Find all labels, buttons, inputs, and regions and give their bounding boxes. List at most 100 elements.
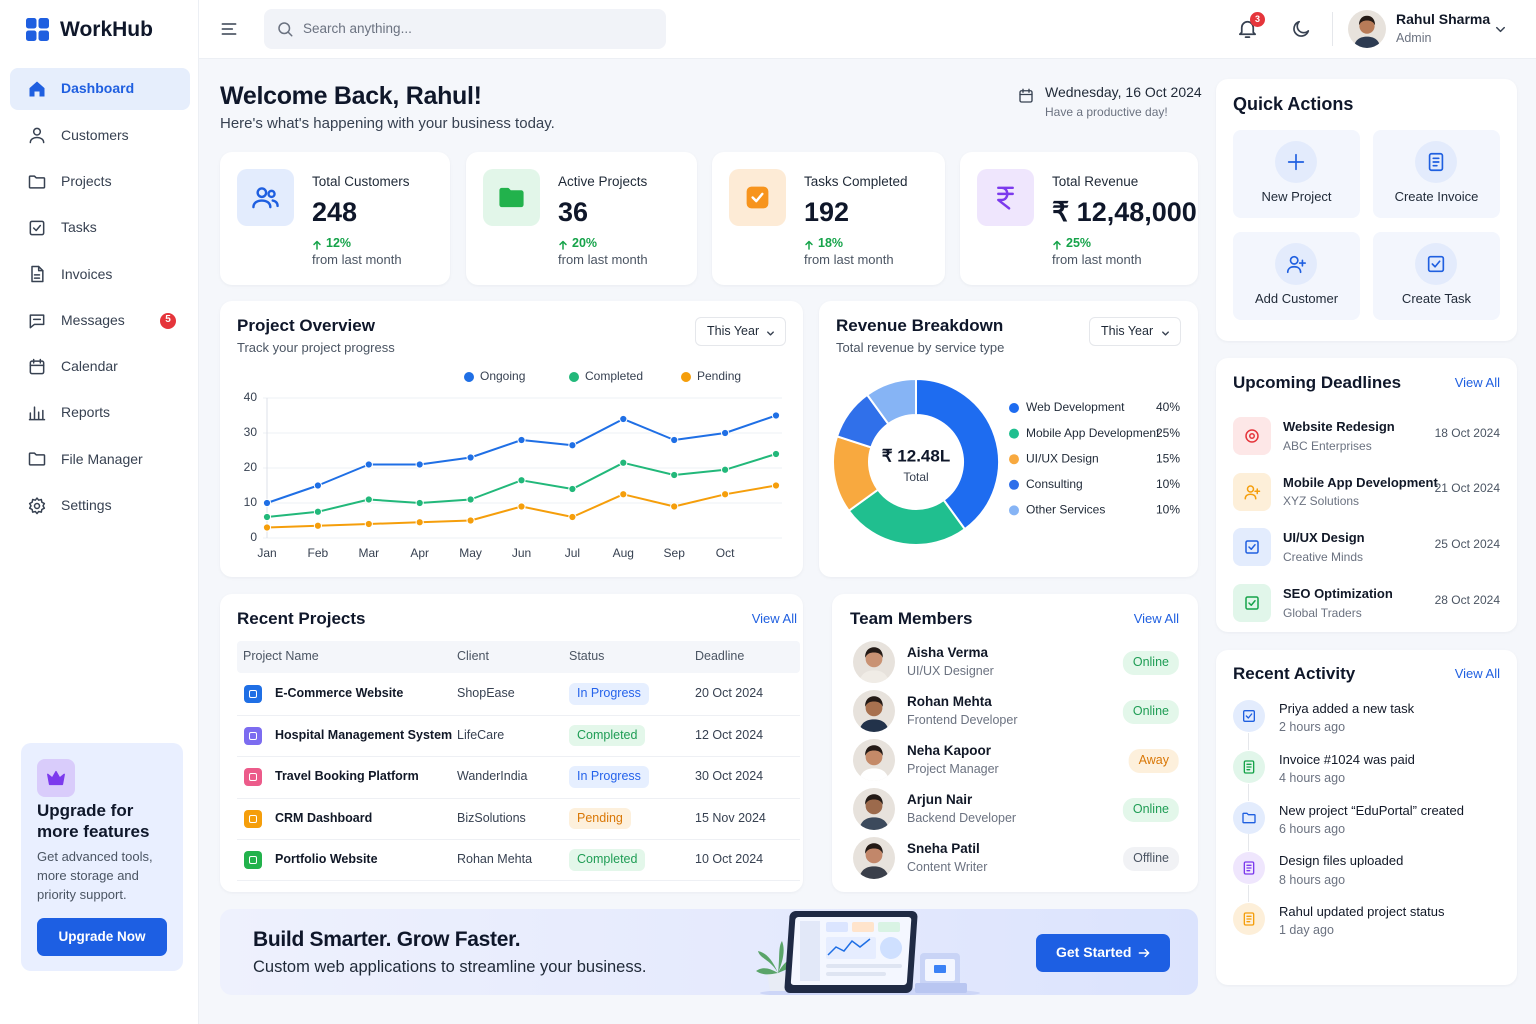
chart-subtitle: Track your project progress bbox=[237, 339, 395, 355]
quick-action[interactable]: Create Invoice bbox=[1373, 130, 1500, 218]
member-name: Rohan Mehta bbox=[907, 693, 992, 709]
nav-icon bbox=[27, 496, 47, 516]
stat-change: 25% bbox=[1066, 236, 1092, 251]
nav-badge-count: 5 bbox=[165, 314, 171, 326]
view-all-link[interactable]: View All bbox=[751, 610, 797, 626]
quick-action[interactable]: Add Customer bbox=[1233, 232, 1360, 320]
user-name[interactable]: Rahul Sharma bbox=[1396, 11, 1491, 28]
project-client: ShopEase bbox=[457, 686, 515, 701]
icon-part bbox=[1427, 255, 1445, 273]
icon-part bbox=[1244, 487, 1261, 500]
row-divider bbox=[237, 797, 800, 799]
icon-part bbox=[26, 18, 49, 41]
upgrade-button[interactable]: Upgrade Now bbox=[37, 918, 167, 956]
avatar bbox=[853, 739, 895, 781]
icon-part bbox=[32, 224, 42, 232]
member-status: Away bbox=[1128, 749, 1179, 773]
view-all-link[interactable]: View All bbox=[1454, 374, 1500, 390]
deadline-date: 18 Oct 2024 bbox=[1434, 425, 1500, 440]
quick-action-glyph bbox=[1285, 151, 1307, 173]
icon-part bbox=[865, 797, 883, 815]
timeline-line bbox=[1248, 834, 1249, 852]
deadline-glyph bbox=[1243, 594, 1261, 612]
nav-label[interactable]: Invoices bbox=[61, 265, 113, 282]
icon-part bbox=[29, 127, 45, 144]
quick-action-label[interactable]: Create Task bbox=[1401, 290, 1472, 306]
icon-part bbox=[28, 175, 46, 189]
project-client: WanderIndia bbox=[457, 769, 528, 784]
nav-label[interactable]: Tasks bbox=[61, 219, 97, 236]
activity-text: Priya added a new task bbox=[1279, 700, 1415, 716]
period-label[interactable]: This Year bbox=[1101, 324, 1154, 339]
chart-subtitle: Total revenue by service type bbox=[836, 339, 1005, 355]
quick-action[interactable]: New Project bbox=[1233, 130, 1360, 218]
nav-label[interactable]: Calendar bbox=[61, 358, 118, 375]
activity-glyph bbox=[1241, 759, 1257, 775]
period-label[interactable]: This Year bbox=[707, 324, 760, 339]
project-client: Rohan Mehta bbox=[457, 852, 533, 867]
nav-icon bbox=[27, 218, 47, 238]
activity-icon bbox=[1233, 903, 1265, 936]
search-icon bbox=[276, 20, 294, 38]
stat-value: 36 bbox=[558, 197, 589, 228]
nav-label[interactable]: Dashboard bbox=[61, 80, 135, 97]
icon-part bbox=[1053, 240, 1061, 250]
view-all-link[interactable]: View All bbox=[1133, 610, 1179, 626]
upgrade-button-label[interactable]: Upgrade Now bbox=[58, 928, 146, 944]
icon-part bbox=[1162, 331, 1169, 336]
section-title: Upcoming Deadlines bbox=[1233, 373, 1402, 393]
activity-glyph bbox=[1241, 860, 1257, 876]
get-started-button[interactable]: Get Started bbox=[1036, 934, 1170, 972]
project-name: Portfolio Website bbox=[275, 852, 378, 867]
menu-toggle[interactable] bbox=[219, 19, 239, 39]
stat-label: Active Projects bbox=[558, 173, 648, 189]
icon-part bbox=[1245, 540, 1259, 555]
icon-part bbox=[1286, 259, 1306, 274]
upgrade-title: Upgrade for more features bbox=[37, 801, 150, 841]
quick-action-icon bbox=[1415, 141, 1457, 183]
nav-label[interactable]: Reports bbox=[61, 404, 111, 421]
project-icon bbox=[244, 726, 262, 745]
icon-part bbox=[859, 843, 889, 879]
user-menu-chevron[interactable] bbox=[1493, 22, 1508, 37]
quick-action[interactable]: Create Task bbox=[1373, 232, 1500, 320]
nav-label[interactable]: File Manager bbox=[61, 450, 143, 467]
theme-toggle[interactable] bbox=[1290, 18, 1312, 40]
icon-part bbox=[313, 240, 321, 250]
period-dropdown[interactable]: This Year bbox=[695, 317, 786, 346]
period-dropdown[interactable]: This Year bbox=[1089, 317, 1181, 346]
row-divider bbox=[237, 880, 800, 881]
icon-part bbox=[252, 187, 279, 209]
member-role: Backend Developer bbox=[907, 811, 1017, 826]
icon-part bbox=[1138, 948, 1150, 958]
quick-action-label[interactable]: Create Invoice bbox=[1394, 188, 1479, 204]
quick-action-label[interactable]: Add Customer bbox=[1254, 290, 1339, 306]
avatar[interactable] bbox=[1348, 10, 1386, 48]
nav-icon bbox=[27, 357, 47, 377]
icon-part bbox=[805, 240, 813, 250]
avatar bbox=[853, 788, 895, 830]
get-started-label[interactable]: Get Started bbox=[1056, 944, 1132, 961]
icon-part bbox=[865, 843, 883, 854]
icon-part bbox=[31, 265, 44, 283]
nav-label[interactable]: Customers bbox=[61, 126, 129, 143]
nav-label[interactable]: Messages bbox=[61, 311, 125, 328]
search-box[interactable]: Search anything... bbox=[264, 9, 666, 49]
icon-part bbox=[1428, 152, 1444, 172]
icon-part bbox=[1245, 540, 1259, 555]
icon-part bbox=[1053, 240, 1061, 250]
member-status: Online bbox=[1122, 798, 1179, 822]
icon-part bbox=[29, 220, 45, 236]
row-divider bbox=[237, 756, 800, 757]
timeline-line bbox=[1248, 732, 1249, 750]
stat-card: Total Revenue ₹ 12,48,000 25% from last mon… bbox=[960, 152, 1198, 285]
icon-part bbox=[756, 911, 980, 995]
search-placeholder[interactable]: Search anything... bbox=[303, 20, 412, 36]
member-name: Arjun Nair bbox=[907, 791, 973, 807]
nav-label[interactable]: Projects bbox=[61, 172, 112, 189]
quick-action-label[interactable]: New Project bbox=[1261, 188, 1332, 204]
view-all-link[interactable]: View All bbox=[1454, 665, 1500, 681]
activity-time: 2 hours ago bbox=[1279, 720, 1346, 735]
nav-label[interactable]: Settings bbox=[61, 497, 112, 514]
activity-icon bbox=[1233, 852, 1265, 885]
